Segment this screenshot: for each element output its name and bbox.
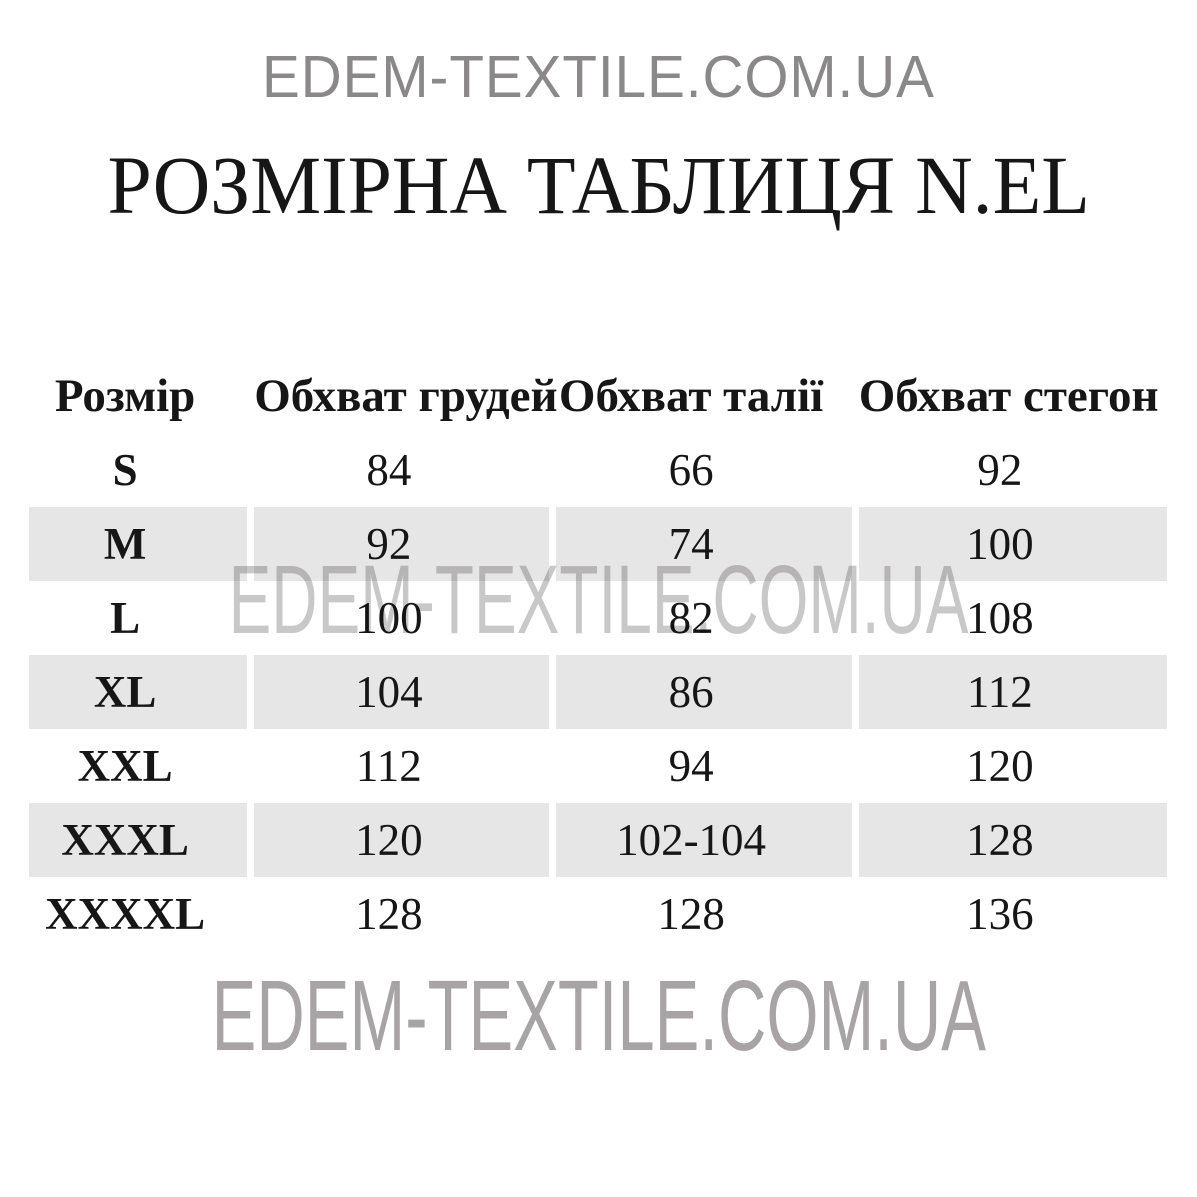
page-title: РОЗМІРНА ТАБЛИЦЯ N.EL	[0, 144, 1197, 227]
table-row: M 92 74 100	[29, 507, 1167, 581]
chest-value: 100	[355, 593, 423, 643]
size-value: L	[110, 593, 141, 643]
watermark-bottom-text: EDEM-TEXTILE.COM.UA	[211, 960, 986, 1072]
hips-value: 100	[858, 507, 1167, 581]
waist-value: 86	[556, 655, 852, 729]
watermark-bottom: EDEM-TEXTILE.COM.UA	[0, 966, 1197, 1066]
size-value: XXL	[77, 741, 173, 791]
size-value: XXXXL	[45, 889, 206, 939]
table-row: L 100 82 108	[29, 581, 1167, 655]
size-value: S	[112, 445, 138, 495]
table-row: XXXL 120 102-104 128	[29, 803, 1167, 877]
waist-value: 102-104	[556, 803, 852, 877]
hips-value: 120	[966, 741, 1034, 791]
chest-value: 128	[355, 889, 423, 939]
header-size: Розмір	[54, 370, 196, 422]
table-row: XL 104 86 112	[29, 655, 1167, 729]
chest-value: 112	[355, 741, 422, 791]
watermark-top: EDEM-TEXTILE.COM.UA	[0, 48, 1197, 107]
hips-value: 128	[858, 803, 1167, 877]
hips-value: 92	[977, 445, 1023, 495]
chest-value: 120	[254, 803, 550, 877]
size-value: M	[29, 507, 248, 581]
hips-value: 108	[966, 593, 1034, 643]
table-row: XXL 112 94 120	[29, 729, 1167, 803]
header-hips: Обхват стегон	[858, 370, 1159, 422]
size-table: Розмір Обхват грудей Обхват талії Обхват…	[22, 359, 1174, 951]
page-title-text: РОЗМІРНА ТАБЛИЦЯ N.EL	[107, 139, 1090, 231]
size-value: XXXL	[29, 803, 248, 877]
waist-value: 128	[657, 889, 725, 939]
waist-value: 66	[668, 445, 714, 495]
header-waist: Обхват талії	[558, 370, 824, 422]
table-row: XXXXL 128 128 136	[29, 877, 1167, 951]
table-row: S 84 66 92	[29, 433, 1167, 507]
size-value: XL	[29, 655, 248, 729]
hips-value: 136	[966, 889, 1034, 939]
chest-value: 84	[366, 445, 412, 495]
waist-value: 94	[668, 741, 714, 791]
waist-value: 82	[668, 593, 714, 643]
waist-value: 74	[556, 507, 852, 581]
chest-value: 92	[254, 507, 550, 581]
table-header-row: Розмір Обхват грудей Обхват талії Обхват…	[29, 359, 1167, 433]
hips-value: 112	[858, 655, 1167, 729]
watermark-top-text: EDEM-TEXTILE.COM.UA	[262, 44, 935, 110]
header-chest: Обхват грудей	[254, 370, 558, 422]
chest-value: 104	[254, 655, 550, 729]
